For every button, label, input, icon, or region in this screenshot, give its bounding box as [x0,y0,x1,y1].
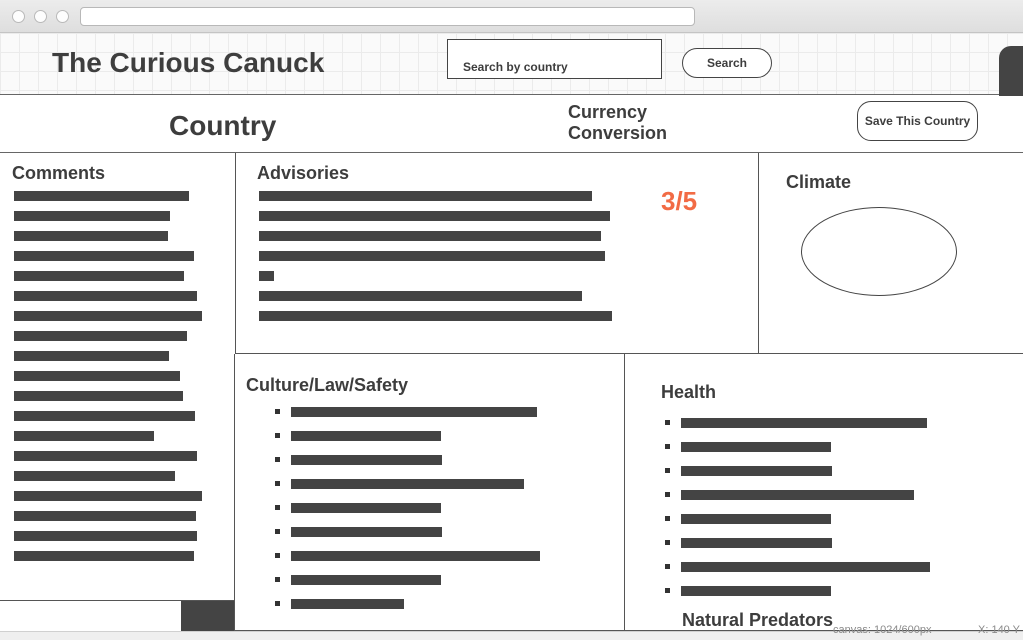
text-line [14,211,170,221]
health-title: Health [661,382,717,402]
text-line [14,231,168,241]
address-bar[interactable] [80,7,695,26]
text-line [14,271,184,281]
list-item [291,551,540,561]
text-line [14,331,187,341]
list-item [681,538,832,548]
text-line [14,291,197,301]
text-line [14,311,202,321]
text-line [14,391,183,401]
country-title: Country [169,110,277,141]
bullet-icon [665,564,670,569]
bullet-icon [665,444,670,449]
bullet-icon [665,516,670,521]
cursor-coords-readout: X: 140 Y [978,624,1020,636]
bullet-icon [275,553,280,558]
save-country-button[interactable]: Save This Country [857,101,978,141]
list-item [291,599,404,609]
text-line [14,471,175,481]
currency-label-line2: Conversion [568,123,668,143]
list-item [681,442,831,452]
text-line [259,231,601,241]
status-bar [0,631,1023,640]
currency-label-line1: Currency [568,102,648,122]
search-button[interactable]: Search [682,48,772,78]
climate-title: Climate [786,172,852,192]
text-line [14,451,197,461]
list-item [681,490,914,500]
list-item [291,455,442,465]
bullet-icon [665,468,670,473]
culture-title: Culture/Law/Safety [246,375,409,395]
text-line [259,311,612,321]
list-item [291,527,442,537]
list-item [291,431,441,441]
comments-footer-block[interactable] [181,601,234,631]
text-line [14,511,196,521]
bullet-icon [665,492,670,497]
text-line [259,191,592,201]
text-line [259,291,582,301]
list-item [291,407,537,417]
bullet-icon [665,588,670,593]
list-item [681,466,832,476]
text-line [14,551,194,561]
text-line [259,211,610,221]
bullet-icon [665,540,670,545]
text-line [14,411,195,421]
advisories-title: Advisories [257,163,350,183]
advisory-rating: 3/5 [661,186,698,216]
list-item [681,586,831,596]
list-item [291,503,441,513]
natural-predators-title: Natural Predators [682,610,834,630]
browser-chrome [0,0,1023,33]
text-line [14,431,154,441]
list-item [681,514,831,524]
minimize-icon[interactable] [34,10,47,23]
search-input[interactable] [447,39,662,79]
text-line [14,491,202,501]
text-line [14,191,189,201]
text-line [14,531,197,541]
text-line [14,371,180,381]
site-title: The Curious Canuck [52,47,325,78]
list-item [291,575,441,585]
bullet-icon [665,420,670,425]
bullet-icon [275,601,280,606]
comments-title: Comments [12,163,106,183]
bullet-icon [275,529,280,534]
country-bar [0,96,1023,153]
currency-conversion-link[interactable]: Currency Conversion [568,102,667,144]
maximize-icon[interactable] [56,10,69,23]
list-item [681,562,930,572]
list-item [291,479,524,489]
text-line [259,271,274,281]
bullet-icon [275,505,280,510]
list-item [681,418,927,428]
bullet-icon [275,409,280,414]
close-icon[interactable] [12,10,25,23]
climate-graphic [801,207,957,296]
bullet-icon [275,577,280,582]
canvas-size-readout: canvas: 1024/600px [833,624,932,636]
text-line [14,351,169,361]
bullet-icon [275,433,280,438]
text-line [259,251,605,261]
text-line [14,251,194,261]
bullet-icon [275,481,280,486]
bullet-icon [275,457,280,462]
